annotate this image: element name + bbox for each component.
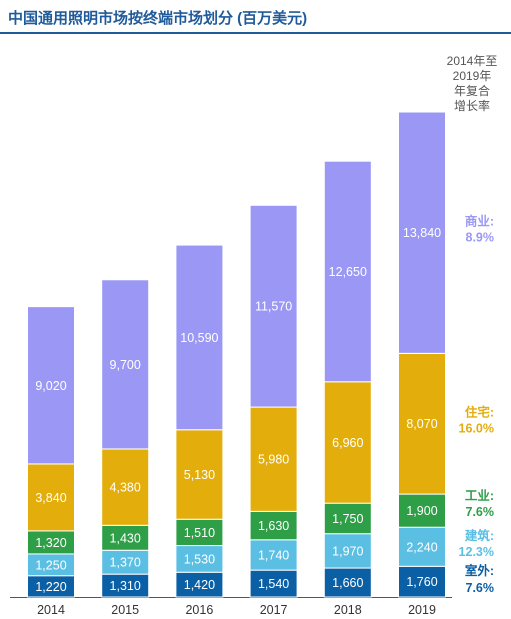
legend-cagr-value: 12.3% — [459, 545, 494, 559]
bar-segment — [175, 571, 224, 598]
bar-segment — [398, 565, 446, 598]
legend-cagr-value: 16.0% — [459, 422, 494, 436]
data-label: 11,570 — [255, 300, 292, 314]
cagr-header-line: 年复合 — [453, 84, 490, 98]
bar-segment — [101, 448, 150, 526]
data-label: 1,630 — [258, 519, 289, 533]
cagr-header-line: 增长率 — [453, 99, 490, 113]
x-tick-label: 2018 — [334, 603, 362, 617]
cagr-header: 2014年至 2019年 年复合 增长率 — [436, 54, 508, 114]
title-divider — [0, 32, 511, 34]
data-label: 1,750 — [332, 512, 363, 526]
data-label: 1,900 — [406, 504, 437, 518]
chart-title: 中国通用照明市场按终端市场划分 (百万美元) — [8, 10, 308, 27]
data-label: 1,660 — [332, 576, 363, 590]
bar-segment — [27, 463, 75, 532]
bar-segment — [398, 493, 446, 528]
cagr-header-line: 2019年 — [452, 69, 492, 83]
data-label: 4,380 — [110, 481, 141, 495]
data-label: 10,590 — [180, 331, 218, 345]
data-label: 9,700 — [110, 358, 141, 372]
cagr-header-line: 2014年至 — [446, 54, 498, 68]
bar-segment — [249, 569, 298, 598]
x-tick-label: 2015 — [111, 603, 139, 617]
data-label: 6,960 — [332, 436, 363, 450]
x-tick-label: 2016 — [185, 603, 213, 617]
data-label: 1,530 — [184, 552, 215, 566]
legend-series-name: 工业: — [465, 488, 494, 503]
data-label: 1,760 — [406, 575, 437, 589]
data-label: 9,020 — [35, 379, 66, 393]
data-label: 1,220 — [35, 580, 66, 594]
data-label: 1,970 — [332, 544, 363, 558]
bar-segment — [398, 352, 446, 495]
legend-cagr-value: 7.6% — [466, 581, 495, 595]
bar-segment — [249, 510, 298, 541]
data-label: 8,070 — [406, 417, 437, 431]
bar-segment — [175, 518, 224, 547]
legend-cagr-value: 8.9% — [466, 231, 495, 245]
data-label: 1,430 — [110, 531, 141, 545]
data-label: 3,840 — [35, 491, 66, 505]
x-tick-label: 2019 — [408, 603, 436, 617]
data-label: 1,740 — [258, 548, 289, 562]
bar-segment — [323, 533, 372, 569]
data-label: 12,650 — [329, 265, 367, 279]
legend-series-name: 商业: — [465, 214, 494, 229]
legend-series-name: 室外: — [465, 563, 494, 578]
bar-segment — [175, 545, 224, 573]
data-label: 1,310 — [110, 579, 141, 593]
legend-series-name: 建筑: — [465, 528, 494, 543]
x-tick-label: 2017 — [260, 603, 288, 617]
x-tick-label: 2014 — [37, 603, 65, 617]
bar-segment — [101, 279, 150, 450]
bar-segment — [398, 111, 446, 354]
bar-segment — [323, 160, 372, 383]
bar-segment — [323, 381, 372, 504]
bar-segment — [175, 244, 224, 431]
data-label: 2,240 — [406, 540, 437, 554]
data-label: 13,840 — [403, 226, 441, 240]
legend-series-name: 住宅: — [465, 405, 494, 420]
data-label: 5,980 — [258, 453, 289, 467]
bar-segment — [27, 306, 75, 465]
data-label: 1,420 — [184, 578, 215, 592]
data-label: 1,250 — [35, 558, 66, 572]
bar-segment — [175, 429, 224, 520]
data-label: 1,320 — [35, 536, 66, 550]
data-label: 1,510 — [184, 526, 215, 540]
data-label: 5,130 — [184, 468, 215, 482]
bar-segment — [249, 204, 298, 408]
data-label: 1,370 — [110, 556, 141, 570]
legend-cagr-value: 7.6% — [466, 505, 495, 519]
bar-segment — [249, 539, 298, 571]
bar-segment — [249, 406, 298, 512]
bar-segment — [101, 524, 150, 551]
data-label: 1,540 — [258, 577, 289, 591]
